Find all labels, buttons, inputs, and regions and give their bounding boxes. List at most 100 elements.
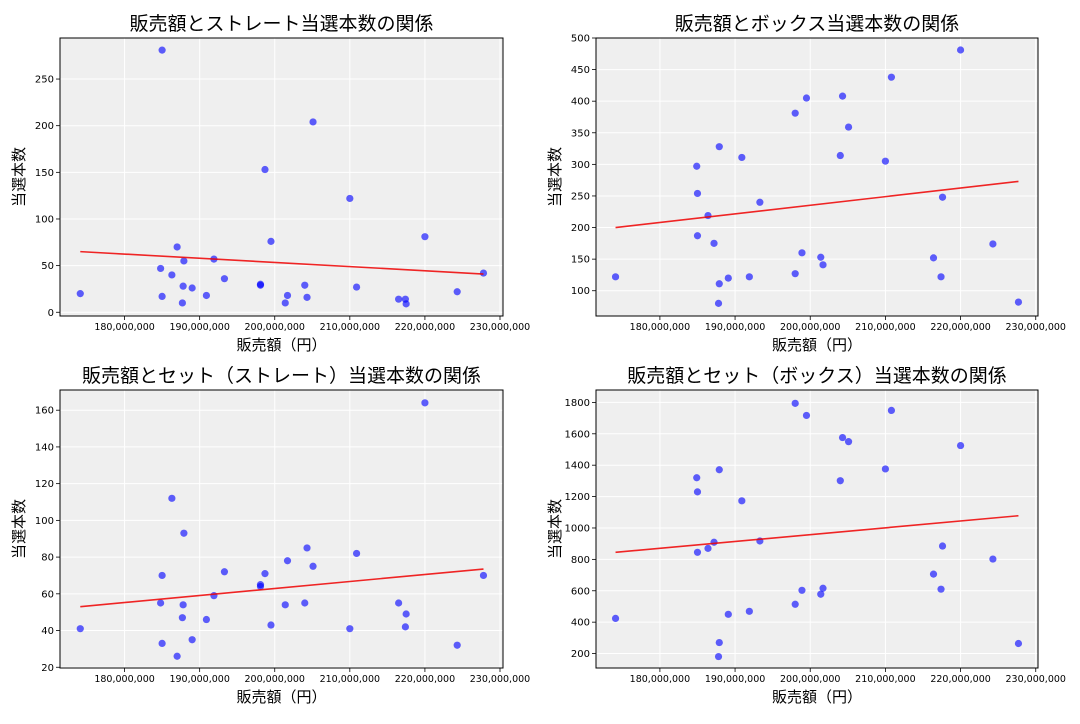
plot-area bbox=[596, 38, 1038, 316]
data-point bbox=[303, 544, 311, 552]
data-point bbox=[188, 284, 196, 292]
x-tick-label: 190,000,000 bbox=[705, 322, 765, 333]
data-point bbox=[887, 73, 896, 81]
data-point bbox=[956, 46, 965, 54]
x-tick-label: 180,000,000 bbox=[94, 674, 154, 685]
x-tick-label: 230,000,000 bbox=[470, 674, 530, 685]
data-point bbox=[76, 625, 84, 633]
data-point bbox=[157, 599, 165, 607]
x-tick-label: 180,000,000 bbox=[630, 322, 690, 333]
data-point bbox=[791, 109, 799, 117]
y-tick-label: 800 bbox=[571, 555, 590, 566]
x-tick-label: 230,000,000 bbox=[470, 322, 530, 333]
data-point bbox=[202, 291, 211, 300]
data-point bbox=[802, 94, 811, 102]
data-point bbox=[479, 269, 488, 277]
y-tick-label: 50 bbox=[41, 261, 54, 272]
data-point bbox=[937, 273, 945, 281]
y-axis-label: 当選本数 bbox=[546, 499, 564, 559]
data-point bbox=[710, 239, 718, 247]
y-tick-label: 60 bbox=[41, 589, 54, 600]
data-point bbox=[798, 249, 806, 257]
y-axis-label: 当選本数 bbox=[546, 147, 564, 207]
y-tick-label: 1000 bbox=[565, 523, 590, 534]
data-point bbox=[309, 118, 317, 126]
data-point bbox=[844, 123, 853, 131]
data-point bbox=[158, 639, 166, 647]
chart-title: 販売額とセット（ボックス）当選本数の関係 bbox=[627, 365, 1006, 387]
data-point bbox=[395, 295, 403, 303]
x-tick-label: 210,000,000 bbox=[855, 322, 915, 333]
data-point bbox=[267, 621, 275, 629]
y-tick-label: 400 bbox=[571, 618, 590, 629]
x-tick-label: 200,000,000 bbox=[245, 322, 305, 333]
chart-title: 販売額とボックス当選本数の関係 bbox=[675, 13, 959, 35]
x-tick-label: 220,000,000 bbox=[930, 322, 990, 333]
x-tick-label: 200,000,000 bbox=[780, 322, 840, 333]
data-point bbox=[281, 299, 289, 307]
axes-frame bbox=[59, 37, 504, 317]
data-point bbox=[158, 46, 166, 54]
y-tick-label: 1800 bbox=[565, 398, 590, 409]
y-tick-label: 400 bbox=[571, 97, 590, 108]
plot-area bbox=[596, 390, 1038, 668]
data-point bbox=[261, 570, 269, 578]
axes-frame bbox=[59, 389, 504, 669]
data-point bbox=[421, 233, 429, 241]
x-tick-label: 210,000,000 bbox=[855, 674, 915, 685]
y-tick-label: 1600 bbox=[565, 429, 590, 440]
data-point bbox=[838, 92, 847, 100]
y-tick-label: 250 bbox=[571, 191, 590, 202]
x-tick-label: 180,000,000 bbox=[630, 674, 690, 685]
data-point bbox=[738, 497, 746, 505]
data-point bbox=[819, 584, 827, 592]
x-tick-label: 230,000,000 bbox=[1006, 674, 1066, 685]
y-tick-label: 0 bbox=[48, 308, 54, 319]
data-point bbox=[724, 610, 732, 618]
data-point bbox=[281, 601, 289, 609]
y-tick-label: 500 bbox=[571, 34, 590, 45]
data-point bbox=[611, 273, 620, 281]
y-tick-label: 250 bbox=[35, 75, 54, 86]
data-point bbox=[989, 555, 997, 563]
data-point bbox=[180, 257, 188, 265]
data-point bbox=[745, 273, 753, 281]
data-point bbox=[346, 625, 354, 633]
data-point bbox=[715, 466, 723, 474]
x-tick-label: 210,000,000 bbox=[320, 322, 380, 333]
data-point bbox=[158, 571, 166, 580]
data-point bbox=[745, 607, 753, 615]
y-tick-label: 200 bbox=[35, 121, 54, 132]
data-point bbox=[157, 264, 165, 273]
data-point bbox=[256, 582, 265, 591]
y-tick-label: 200 bbox=[571, 223, 590, 234]
data-point bbox=[1014, 298, 1023, 306]
data-point bbox=[887, 406, 896, 415]
data-point bbox=[178, 299, 186, 307]
data-point bbox=[395, 599, 403, 607]
y-axis-label: 当選本数 bbox=[10, 147, 28, 207]
x-tick-label: 190,000,000 bbox=[705, 674, 765, 685]
x-tick-label: 200,000,000 bbox=[245, 674, 305, 685]
y-tick-label: 350 bbox=[571, 128, 590, 139]
data-point bbox=[791, 399, 799, 407]
data-point bbox=[168, 271, 176, 279]
y-tick-label: 100 bbox=[35, 214, 54, 225]
y-axis-label: 当選本数 bbox=[10, 499, 28, 559]
data-point bbox=[220, 568, 229, 576]
data-point bbox=[1014, 639, 1023, 648]
data-point bbox=[453, 641, 461, 649]
y-tick-label: 300 bbox=[571, 160, 590, 171]
data-point bbox=[158, 292, 166, 301]
data-point bbox=[929, 254, 938, 262]
chart-title: 販売額とストレート当選本数の関係 bbox=[129, 13, 433, 35]
data-point bbox=[715, 280, 723, 288]
data-point bbox=[421, 399, 429, 407]
data-point bbox=[838, 433, 847, 442]
data-point bbox=[756, 198, 764, 206]
data-point bbox=[303, 293, 311, 301]
data-point bbox=[938, 542, 947, 550]
data-point bbox=[267, 237, 275, 245]
data-point bbox=[704, 211, 712, 220]
data-point bbox=[956, 441, 965, 450]
